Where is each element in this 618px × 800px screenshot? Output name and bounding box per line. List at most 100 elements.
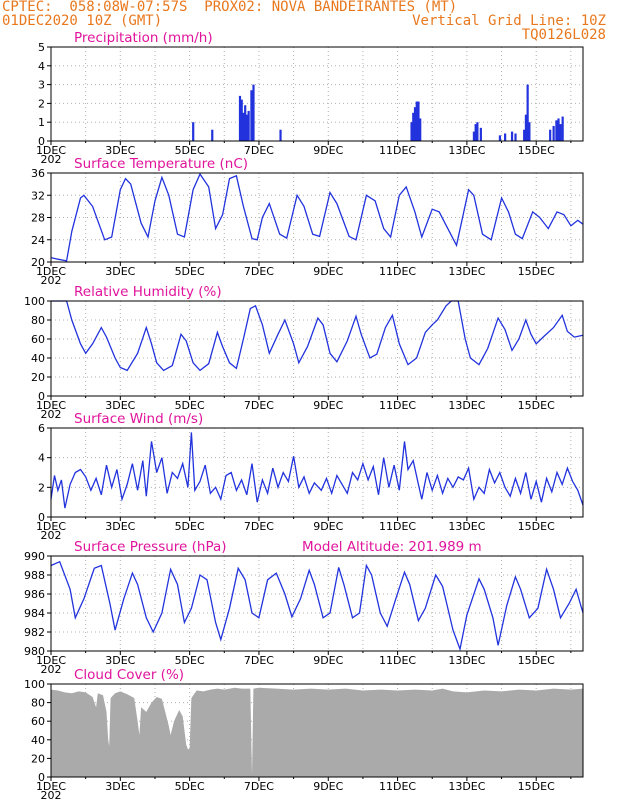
x-year-suffix: 202 xyxy=(41,274,62,287)
x-tick-label: 5DEC xyxy=(175,399,205,412)
precip-bar xyxy=(555,120,558,141)
x-tick-label: 1DEC xyxy=(36,399,66,412)
x-tick-label: 1DEC xyxy=(36,654,66,667)
y-tick-label: 6 xyxy=(38,422,45,435)
pressure-series-line xyxy=(50,560,584,652)
panel-title: Surface Pressure (hPa) xyxy=(74,539,227,555)
y-tick-label: 20 xyxy=(31,371,45,384)
precip-bar xyxy=(415,101,418,141)
y-tick-label: 988 xyxy=(24,569,45,582)
cloud-cover-area xyxy=(51,687,583,777)
x-tick-label: 1DEC xyxy=(36,265,66,278)
x-year-suffix: 202 xyxy=(41,153,62,166)
x-tick-label: 15DEC xyxy=(518,654,555,667)
x-tick-label: 5DEC xyxy=(175,520,205,533)
x-year-suffix: 202 xyxy=(41,408,62,421)
panel-wind: 0 2 4 6 1DEC 3DEC 5DEC 7DEC 9DEC 11DEC 13DEC 15DEC 2… xyxy=(36,411,584,542)
precip-bar xyxy=(238,95,242,141)
y-tick-label: 32 xyxy=(31,189,45,202)
y-tick-label: 0 xyxy=(38,135,45,148)
x-tick-label: 9DEC xyxy=(313,144,343,157)
precip-bar xyxy=(410,122,413,141)
precip-bar xyxy=(279,129,282,141)
panel-title: Relative Humidity (%) xyxy=(74,284,222,300)
panel-pressure: 980 982 984 986 988 990 1DEC 3DEC 5DEC 7DEC 9DEC 11… xyxy=(24,539,584,676)
y-tick-label: 60 xyxy=(31,333,45,346)
precip-bar xyxy=(559,124,562,141)
x-tick-label: 13DEC xyxy=(448,144,485,157)
y-tick-label: 4 xyxy=(38,60,45,73)
x-tick-label: 3DEC xyxy=(105,780,135,793)
precip-bar xyxy=(498,135,502,141)
panel-cloud: 0 20 40 60 80 100 1DEC 3DEC 5DEC 7DEC 9DEC 11DEC 13D… xyxy=(24,667,584,800)
precip-bar xyxy=(417,101,420,141)
y-tick-label: 60 xyxy=(31,715,45,728)
x-tick-label: 11DEC xyxy=(379,654,416,667)
x-tick-label: 13DEC xyxy=(448,654,485,667)
y-tick-label: 4 xyxy=(38,452,45,465)
x-tick-label: 9DEC xyxy=(313,780,343,793)
panel-title: Surface Wind (m/s) xyxy=(74,411,203,427)
panel-title: Surface Temperature (nC) xyxy=(74,156,248,172)
panel-precip: 0 1 2 3 4 5 1DEC 3DEC 5DEC 7DEC 9DEC 11DEC 13DEC 15DE… xyxy=(36,30,584,166)
y-tick-label: 982 xyxy=(24,626,45,639)
precip-bar xyxy=(526,84,529,141)
y-tick-label: 100 xyxy=(24,678,45,691)
y-tick-label: 100 xyxy=(24,295,45,308)
y-tick-label: 0 xyxy=(38,511,45,524)
y-tick-label: 980 xyxy=(24,645,45,658)
y-tick-label: 40 xyxy=(31,352,45,365)
y-tick-label: 990 xyxy=(24,550,45,563)
precip-bar xyxy=(504,133,507,141)
y-tick-label: 2 xyxy=(38,481,45,494)
x-tick-label: 15DEC xyxy=(518,780,555,793)
header-model-id: TQ0126L028 xyxy=(521,27,606,43)
precip-bar xyxy=(192,122,195,141)
temp-series-line xyxy=(50,172,584,262)
x-tick-label: 13DEC xyxy=(448,399,485,412)
precip-bar xyxy=(240,99,243,141)
x-tick-label: 7DEC xyxy=(244,520,274,533)
x-tick-label: 11DEC xyxy=(379,520,416,533)
y-tick-label: 20 xyxy=(31,752,45,765)
x-tick-label: 9DEC xyxy=(313,265,343,278)
y-tick-label: 1 xyxy=(38,116,45,129)
y-tick-label: 36 xyxy=(31,167,45,180)
panel-temp: 20 24 28 32 36 1DEC 3DEC 5DEC 7DEC 9DEC 11DEC 13DEC… xyxy=(31,156,584,287)
precip-bar xyxy=(479,127,482,141)
y-tick-label: 80 xyxy=(31,697,45,710)
x-tick-label: 11DEC xyxy=(379,399,416,412)
x-tick-label: 7DEC xyxy=(244,265,274,278)
header-grid-line: Vertical Grid Line: 10Z xyxy=(412,13,606,29)
header-datetime: 01DEC2020 10Z (GMT) xyxy=(2,13,163,29)
x-tick-label: 11DEC xyxy=(379,265,416,278)
x-tick-label: 5DEC xyxy=(175,265,205,278)
x-tick-label: 3DEC xyxy=(105,654,135,667)
wind-series-line xyxy=(50,432,584,509)
x-tick-label: 5DEC xyxy=(175,654,205,667)
x-tick-label: 3DEC xyxy=(105,399,135,412)
precip-bar xyxy=(245,114,249,141)
precip-bar xyxy=(523,129,526,141)
precip-bar xyxy=(476,122,479,141)
precip-bar xyxy=(244,105,247,141)
precip-bar xyxy=(413,107,417,141)
y-tick-label: 0 xyxy=(38,771,45,784)
y-tick-label: 24 xyxy=(31,234,45,247)
x-tick-label: 9DEC xyxy=(313,399,343,412)
x-tick-label: 11DEC xyxy=(379,780,416,793)
y-tick-label: 5 xyxy=(38,41,45,54)
model-altitude: Model Altitude: 201.989 m xyxy=(302,539,482,555)
plot-frame xyxy=(50,555,584,652)
y-tick-label: 986 xyxy=(24,588,45,601)
y-tick-label: 984 xyxy=(24,607,45,620)
x-tick-label: 1DEC xyxy=(36,780,66,793)
precip-bar xyxy=(252,84,255,141)
precip-bar xyxy=(510,131,514,141)
plot-frame xyxy=(50,683,584,778)
x-year-suffix: 202 xyxy=(41,663,62,676)
x-tick-label: 7DEC xyxy=(244,144,274,157)
panel-rh: 0 20 40 60 80 100 1DEC 3DEC 5DEC 7DEC 9DEC 11DEC 13D… xyxy=(24,284,584,421)
precip-bar xyxy=(250,90,253,141)
